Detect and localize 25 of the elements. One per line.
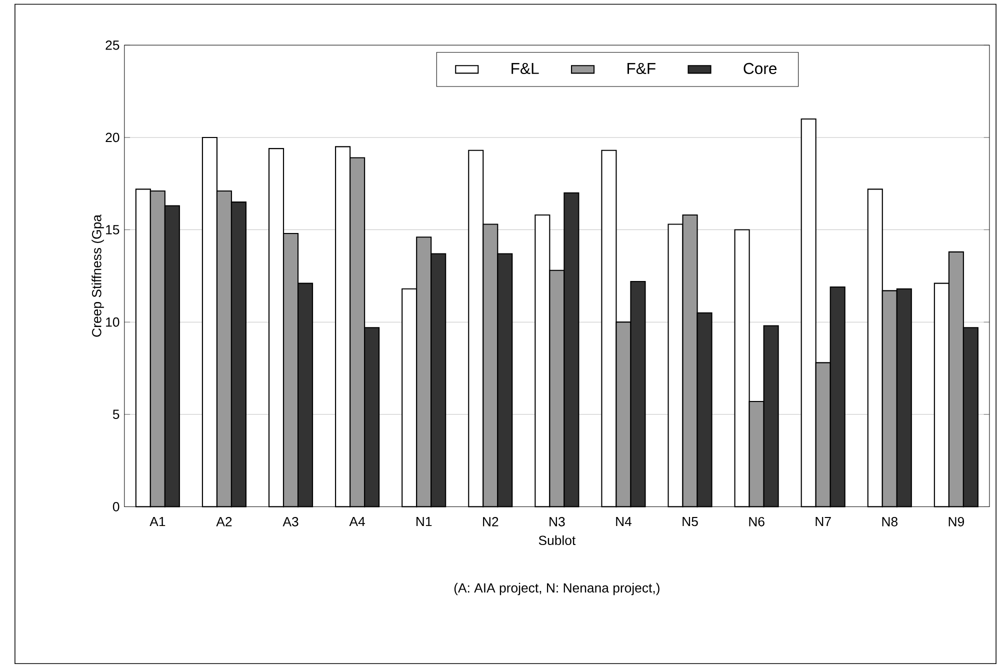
- y-tick-label: 25: [106, 40, 120, 50]
- legend-label: Core: [744, 63, 777, 74]
- x-tick-label: N9: [948, 517, 964, 527]
- x-tick-label: N5: [682, 517, 698, 526]
- y-axis-title: Creep Stiffness (Gpa: [92, 214, 104, 337]
- x-axis-title: Sublot: [538, 536, 576, 546]
- x-tick-label: N2: [483, 517, 498, 526]
- x-tick-label: A1: [150, 517, 166, 526]
- x-tick-label: N3: [550, 517, 565, 527]
- x-tick-label: N4: [616, 517, 632, 526]
- x-tick-label: A2: [216, 517, 232, 526]
- x-tick-label: N1: [416, 517, 432, 526]
- legend-label: F&F: [628, 63, 656, 74]
- text: (A: AIA project, N: Nenana project,): [454, 583, 660, 596]
- x-tick-label: N6: [749, 517, 764, 527]
- x-tick-label: N7: [816, 517, 831, 526]
- y-tick-label: 0: [112, 502, 120, 512]
- y-tick-label: 5: [112, 410, 120, 420]
- y-tick-label: 20: [106, 133, 120, 142]
- y-tick-label: 15: [106, 225, 120, 235]
- x-tick-label: A4: [349, 517, 365, 526]
- legend-label: F&L: [512, 63, 539, 74]
- x-tick-label: A3: [282, 517, 298, 527]
- y-tick-label: 10: [106, 318, 120, 327]
- x-tick-label: N8: [882, 517, 898, 527]
